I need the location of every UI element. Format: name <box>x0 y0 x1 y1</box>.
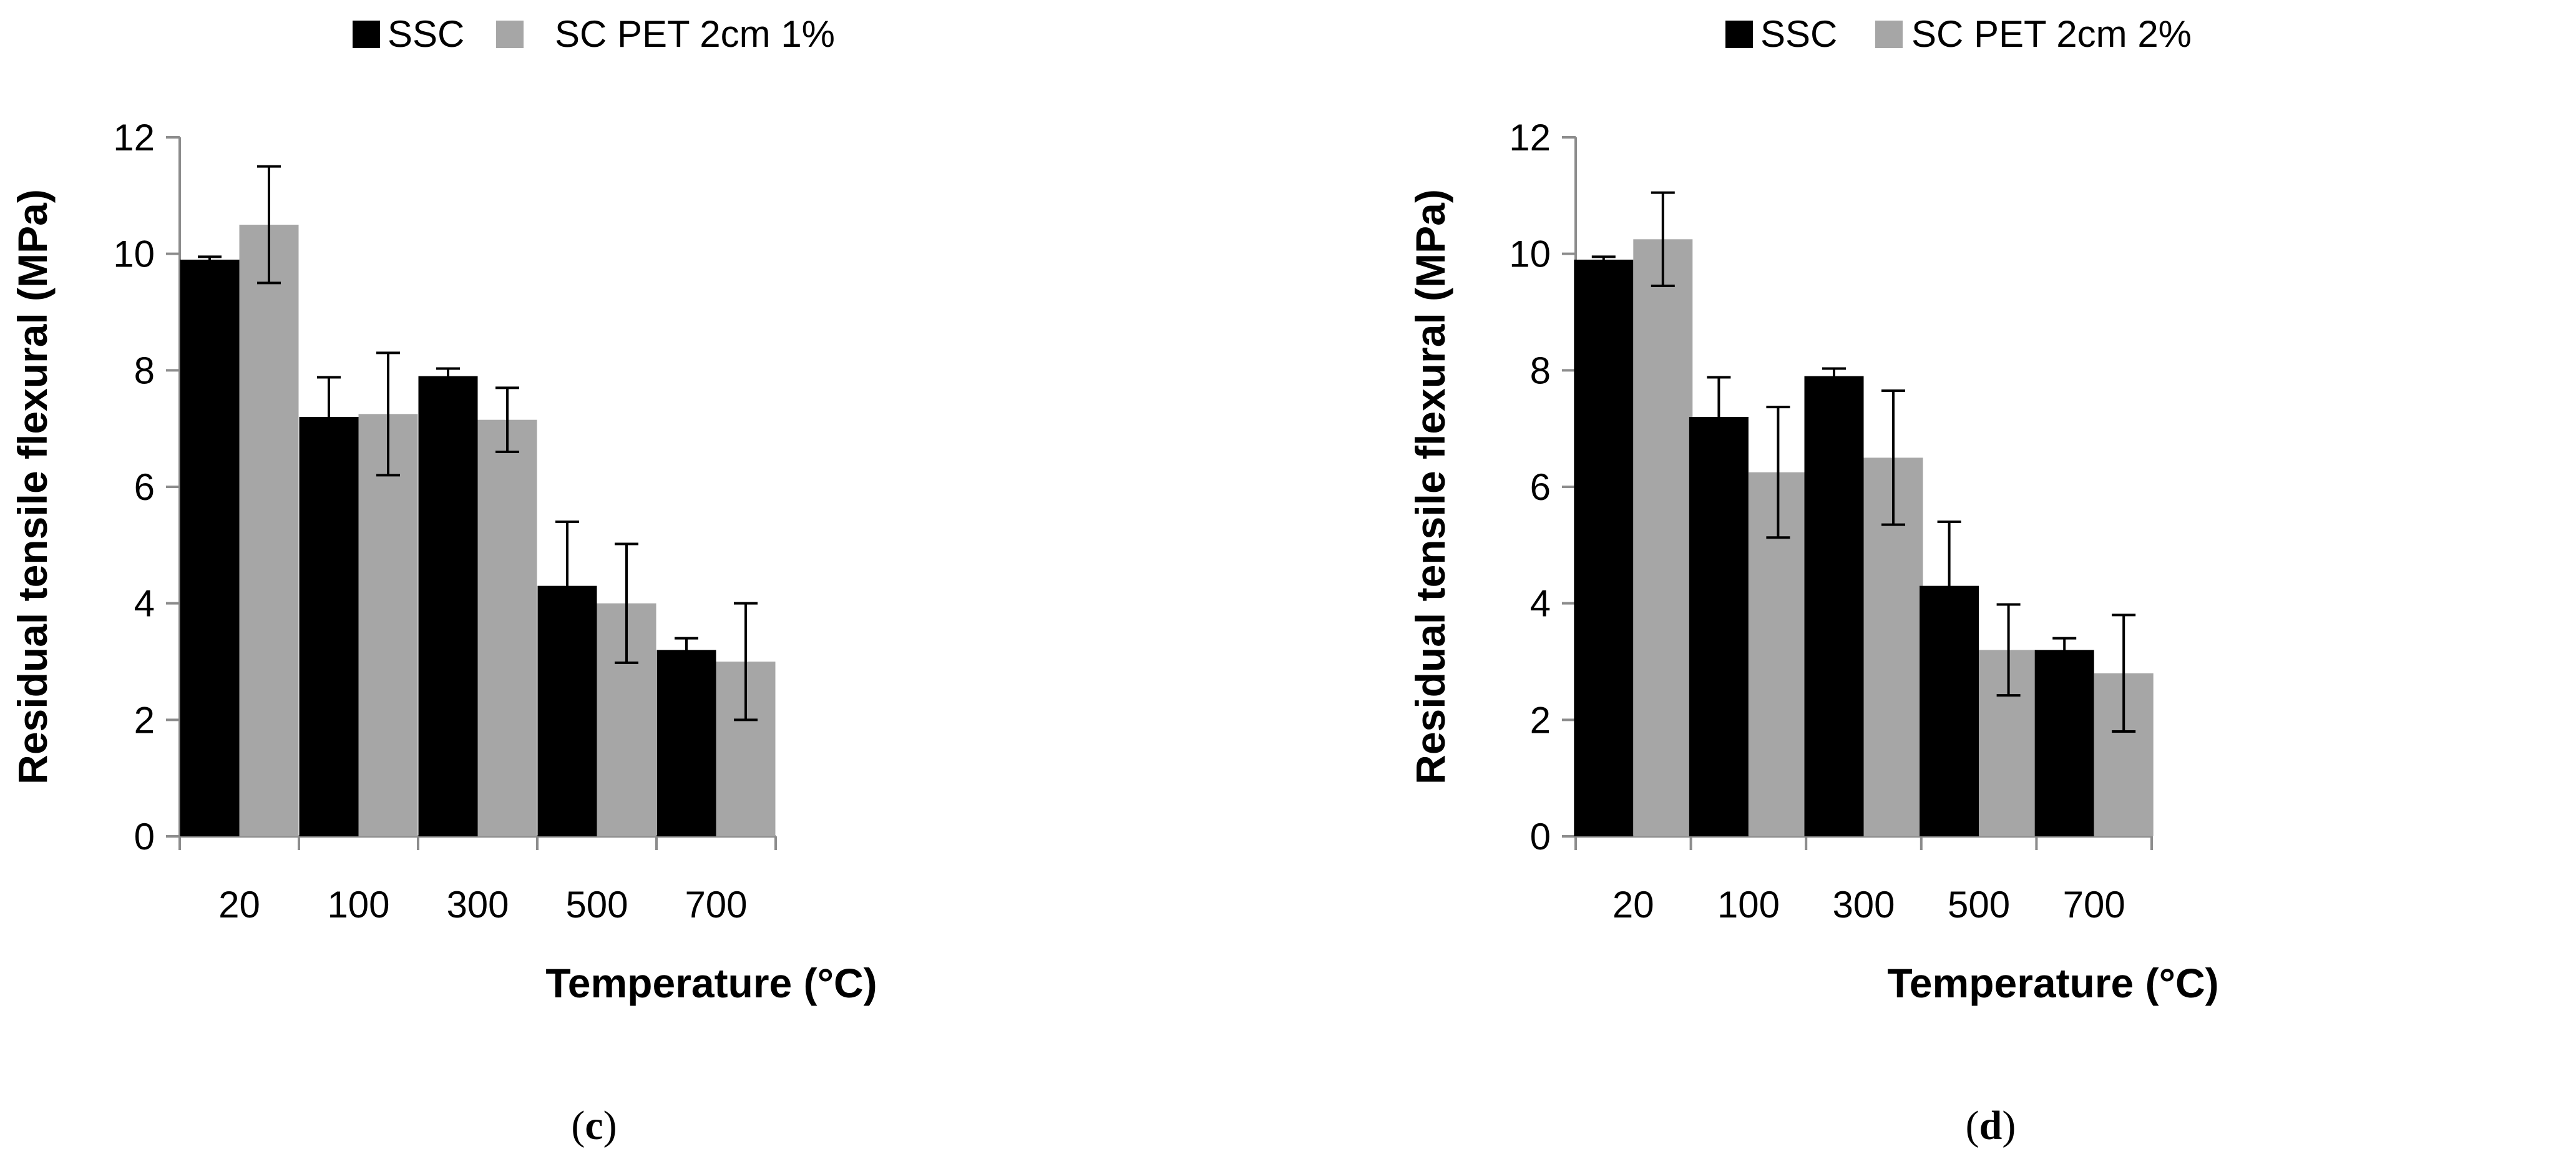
y-tick-label: 4 <box>1530 583 1551 625</box>
legend-swatch-sc-pet <box>496 21 524 48</box>
legend-label-ssc: SSC <box>388 13 464 55</box>
caption-c-close: ) <box>603 1103 617 1148</box>
caption-d-open: ( <box>1966 1103 1979 1148</box>
bar-sc-pet-20 <box>239 225 299 836</box>
bar-ssc-700 <box>656 650 716 836</box>
y-axis-title: Residual tensile flexural (MPa) <box>9 189 56 785</box>
y-tick-label: 0 <box>1530 816 1551 858</box>
y-tick-label: 10 <box>1509 233 1551 275</box>
y-tick-label: 8 <box>134 350 155 391</box>
legend-swatch-ssc <box>1725 21 1753 48</box>
caption-c: (c) <box>571 1103 617 1148</box>
x-tick-label: 100 <box>1717 884 1780 926</box>
y-tick-label: 2 <box>134 699 155 741</box>
legend-label-ssc: SSC <box>1760 13 1837 55</box>
x-tick-label: 20 <box>1612 884 1654 926</box>
y-tick-label: 10 <box>113 233 155 275</box>
x-tick-label: 700 <box>2063 884 2125 926</box>
y-tick-label: 6 <box>1530 466 1551 508</box>
caption-c-letter: c <box>585 1103 603 1148</box>
y-axis-title: Residual tensile flexural (MPa) <box>1407 189 1453 785</box>
x-tick-label: 100 <box>327 884 389 926</box>
legend-swatch-ssc <box>353 21 380 48</box>
bar-ssc-700 <box>2034 650 2094 836</box>
y-tick-label: 4 <box>134 583 155 625</box>
caption-c-open: ( <box>571 1103 585 1148</box>
y-tick-label: 2 <box>1530 699 1551 741</box>
chart-panel-c: 0 2 4 6 8 10 12 20 100 300 500 700 Temperature (°C) R… <box>9 13 877 1006</box>
y-tick-label: 0 <box>134 816 155 858</box>
x-tick-label: 500 <box>565 884 628 926</box>
bar-sc-pet-300 <box>477 419 537 836</box>
bar-ssc-100 <box>1689 417 1749 836</box>
x-axis-title: Temperature (°C) <box>1887 960 2218 1006</box>
legend-label-sc-pet: SC PET 2cm 2% <box>1911 13 2192 55</box>
bar-sc-pet-100 <box>358 414 418 836</box>
legend-label-sc-pet: SC PET 2cm 1% <box>555 13 835 55</box>
y-tick-label: 12 <box>1509 117 1551 159</box>
bar-ssc-20 <box>1574 260 1634 836</box>
bar-ssc-20 <box>180 260 240 836</box>
y-tick-label: 6 <box>134 466 155 508</box>
bar-ssc-300 <box>418 376 478 836</box>
bar-ssc-100 <box>299 417 359 836</box>
legend-swatch-sc-pet <box>1875 21 1903 48</box>
caption-d-close: ) <box>2002 1103 2016 1148</box>
x-tick-label: 20 <box>218 884 260 926</box>
caption-d-letter: d <box>1979 1103 2003 1148</box>
bar-sc-pet-20 <box>1633 239 1693 836</box>
caption-d: (d) <box>1966 1103 2016 1148</box>
x-axis-title: Temperature (°C) <box>545 960 877 1006</box>
x-tick-label: 500 <box>1948 884 2010 926</box>
x-tick-label: 300 <box>446 884 509 926</box>
chart-panel-d: 0 2 4 6 8 10 12 20 100 300 500 700 Temperature (°C) R… <box>1407 13 2219 1006</box>
x-tick-label: 700 <box>685 884 747 926</box>
bar-ssc-300 <box>1804 376 1864 836</box>
x-tick-label: 300 <box>1832 884 1895 926</box>
y-tick-label: 8 <box>1530 350 1551 391</box>
y-tick-label: 12 <box>113 117 155 159</box>
